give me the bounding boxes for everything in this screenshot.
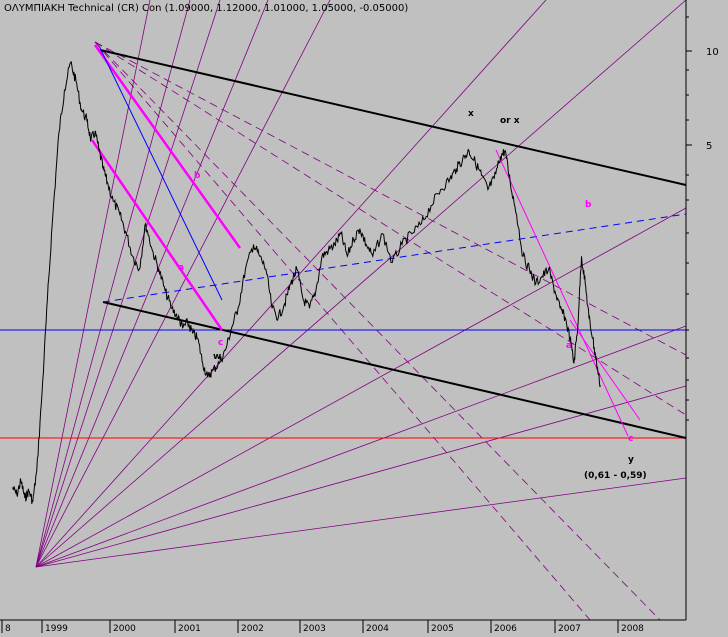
y-wave-line	[495, 149, 629, 437]
annotation-label: or x	[500, 116, 520, 126]
annotation-label: (0,61 - 0,59)	[584, 471, 647, 481]
fan-line	[35, 0, 191, 568]
x-tick-label: 2001	[178, 624, 201, 633]
fan-line	[35, 477, 687, 568]
y-wave-line-2	[569, 319, 641, 421]
dashed-fan-line	[94, 41, 591, 621]
annotation-label: a	[178, 263, 184, 273]
dashed-fan-line	[94, 41, 687, 356]
x-tick-label: 2003	[303, 624, 326, 633]
fan-line	[35, 207, 687, 568]
overlay-lines	[0, 0, 687, 621]
fan-line	[35, 325, 687, 568]
x-tick-label: 1999	[45, 624, 68, 633]
annotation-label: w	[213, 352, 221, 362]
annotation-label: y	[628, 455, 634, 465]
y-axis-panel	[686, 0, 728, 633]
x-tick-label: 2004	[366, 624, 389, 633]
x-tick-label: 2000	[113, 624, 136, 633]
y-tick-label: 5	[706, 141, 712, 152]
annotation-label: a	[566, 341, 572, 351]
x-tick-label: 2007	[558, 624, 581, 633]
dashed-blue-trendline	[102, 213, 687, 303]
chart-title: ΟΛΥΜΠΙΑΚΗ Technical (CR) Con (1.09000, 1…	[4, 3, 408, 14]
wave-channel-upper	[93, 44, 242, 249]
x-tick-label: 2008	[621, 624, 644, 633]
price-line	[11, 60, 601, 505]
upper-channel-line	[99, 49, 687, 186]
annotation-label: c	[218, 338, 223, 348]
annotation-label: b	[194, 171, 201, 181]
fan-line	[35, 385, 687, 568]
price-series-group	[11, 60, 601, 505]
fan-line	[35, 0, 269, 568]
wave-blue-line	[99, 47, 223, 301]
annotation-label: c	[628, 434, 633, 444]
lower-channel-line	[102, 301, 687, 439]
fan-line	[35, 0, 331, 568]
annotation-label: x	[468, 109, 474, 119]
x-tick-label: 2005	[431, 624, 454, 633]
annotation-label: b	[585, 200, 592, 210]
fan-line	[35, 0, 687, 568]
x-tick-label: 2002	[241, 624, 264, 633]
x-tick-label: 2006	[494, 624, 517, 633]
x-tick-label: 8	[5, 624, 11, 633]
dashed-fan-line	[94, 41, 661, 621]
fan-line	[35, 0, 221, 568]
y-tick-label: 10	[706, 47, 719, 58]
wave-channel-lower	[90, 139, 224, 331]
